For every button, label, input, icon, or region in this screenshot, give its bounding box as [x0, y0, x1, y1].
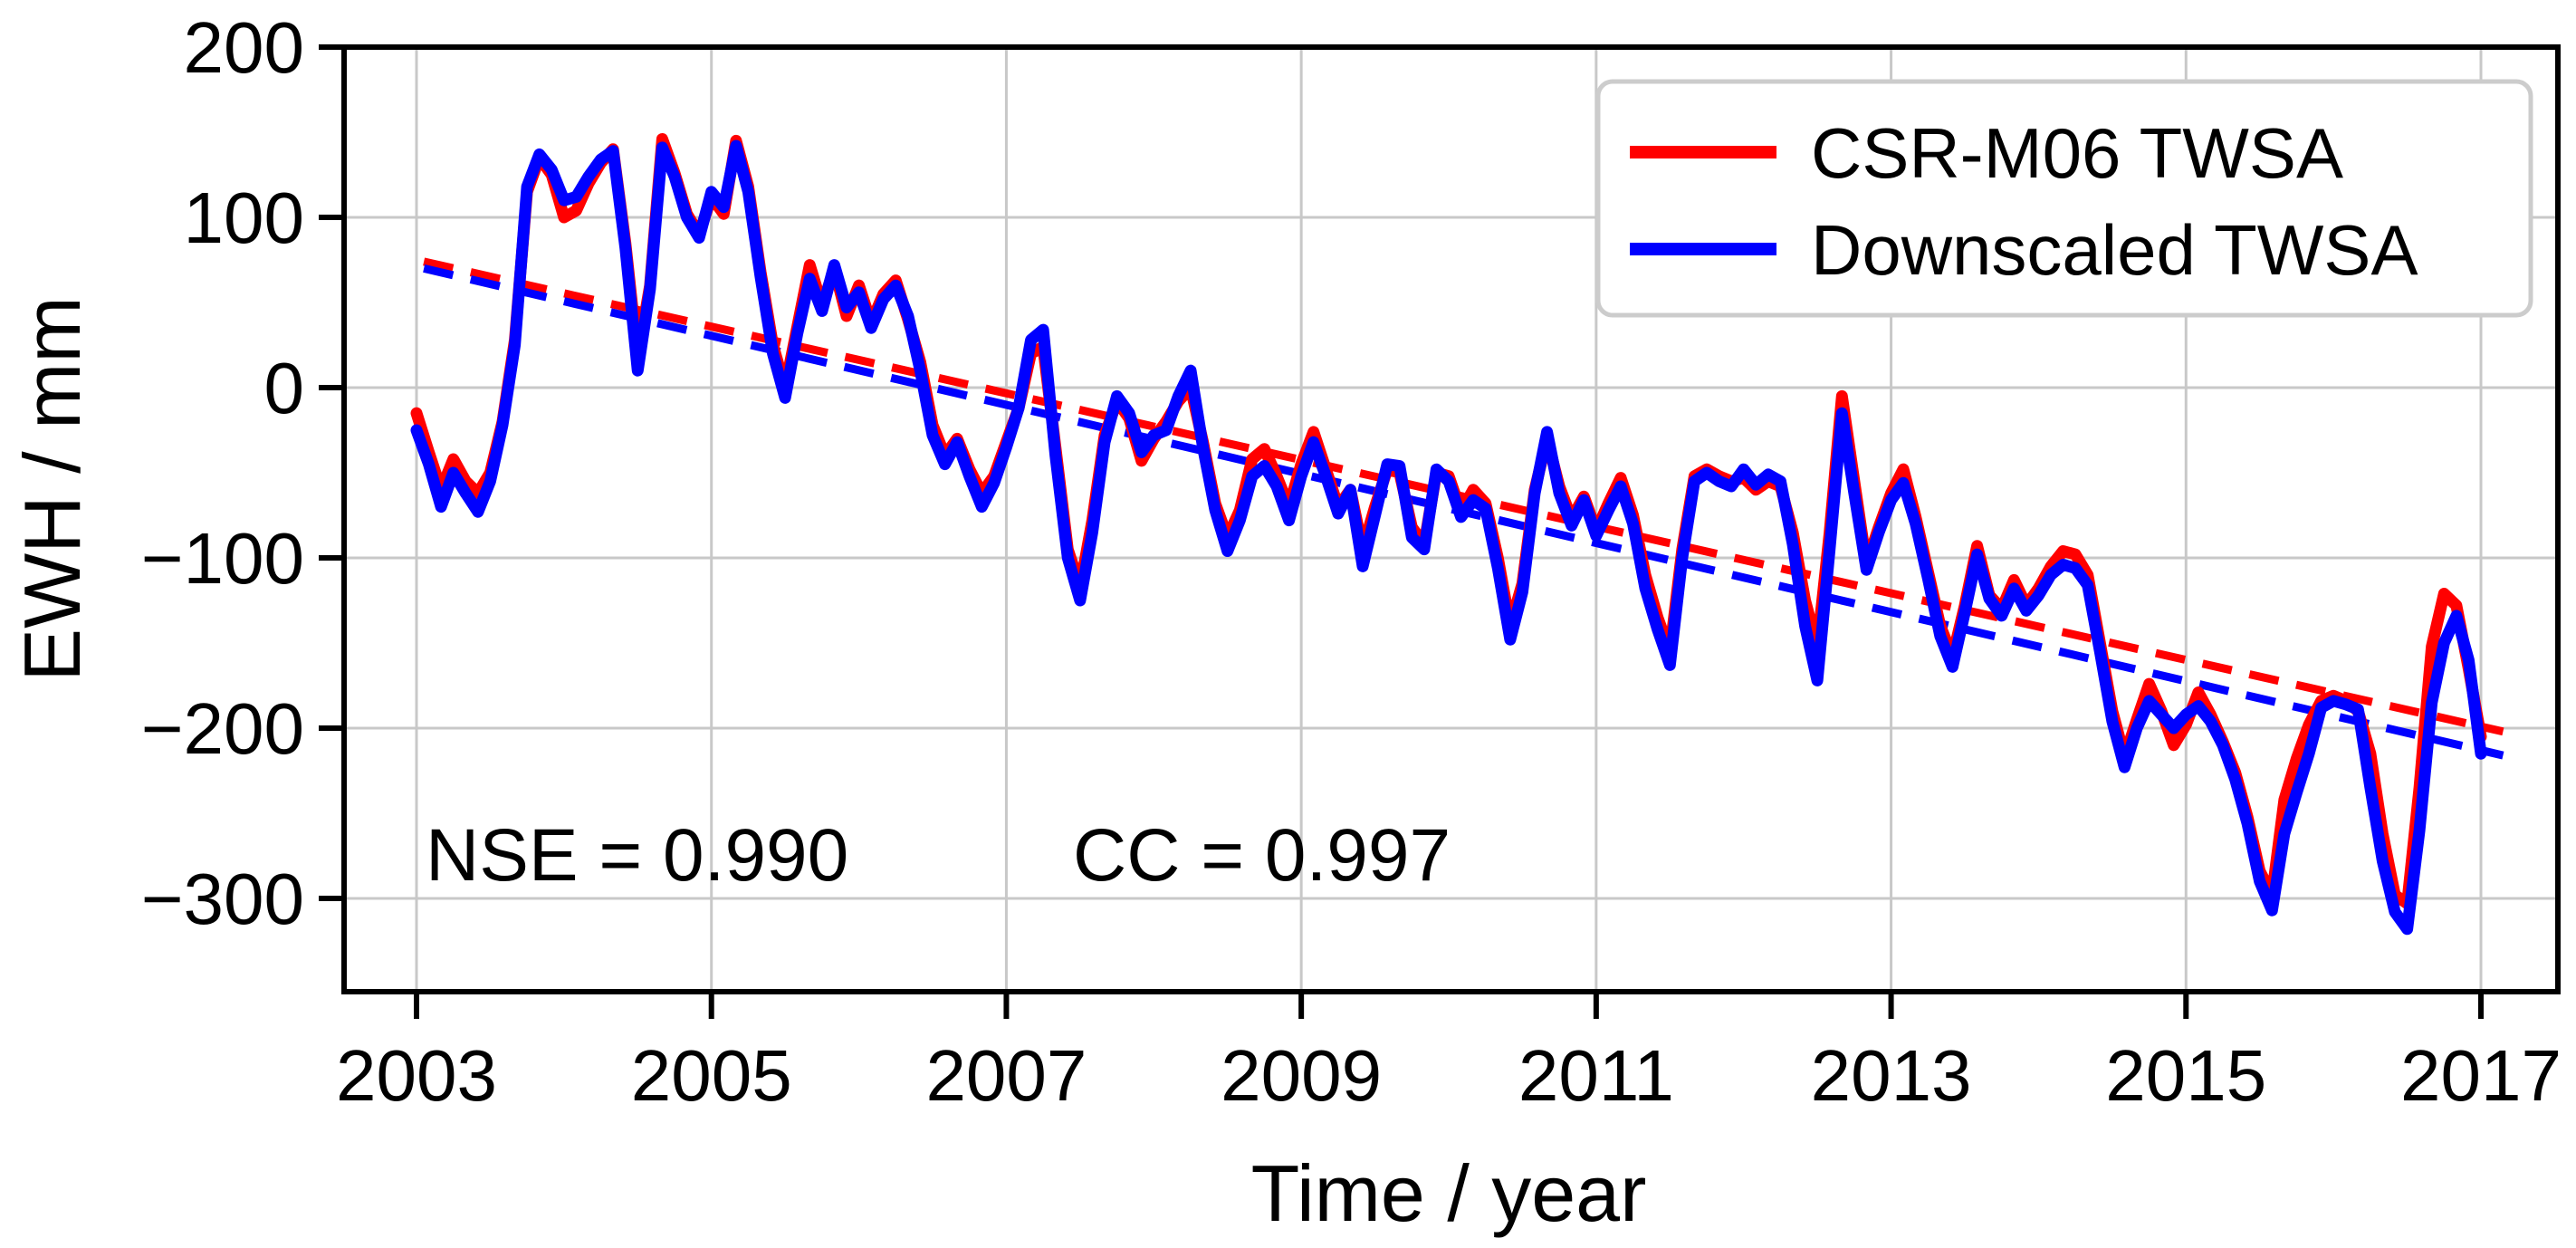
- stats-cc-value: CC = 0.997: [1073, 814, 1451, 897]
- x-tick-label-2005: 2005: [631, 1035, 792, 1116]
- legend-label-csr-m06: CSR-M06 TWSA: [1811, 113, 2343, 193]
- legend-box: [1595, 79, 2533, 318]
- x-tick-label-2015: 2015: [2105, 1035, 2266, 1116]
- series-line-downscaled-twsa: [410, 139, 2487, 936]
- y-tick-label--100: −100: [141, 518, 304, 599]
- y-tick-label--200: −200: [141, 688, 304, 769]
- y-tick-label--300: −300: [141, 859, 304, 939]
- x-tick-label-2013: 2013: [1811, 1035, 1972, 1116]
- tick-labels: 200 100 0 −100 −200 −300 2003 2005 2007 2009 2011 2…: [141, 7, 2562, 1116]
- y-axis-label: EWH / mm: [7, 296, 97, 681]
- x-tick-label-2011: 2011: [1518, 1035, 1674, 1116]
- x-tick-label-2009: 2009: [1221, 1035, 1382, 1116]
- y-tick-label-200: 200: [184, 7, 304, 88]
- plot-border: [341, 44, 2561, 994]
- stats-nse-value: NSE = 0.990: [426, 814, 848, 897]
- legend-label-downscaled: Downscaled TWSA: [1811, 210, 2418, 290]
- legend: CSR-M06 TWSA Downscaled TWSA: [1595, 79, 2533, 318]
- data-series: [410, 133, 2487, 936]
- y-tick-label-100: 100: [184, 178, 304, 258]
- axis-ticks: [319, 44, 2484, 1019]
- x-axis-label: Time / year: [1251, 1148, 1647, 1238]
- x-tick-label-2003: 2003: [336, 1035, 497, 1116]
- x-tick-label-2017: 2017: [2400, 1035, 2562, 1116]
- y-tick-label-0: 0: [264, 348, 305, 428]
- x-tick-label-2007: 2007: [925, 1035, 1087, 1116]
